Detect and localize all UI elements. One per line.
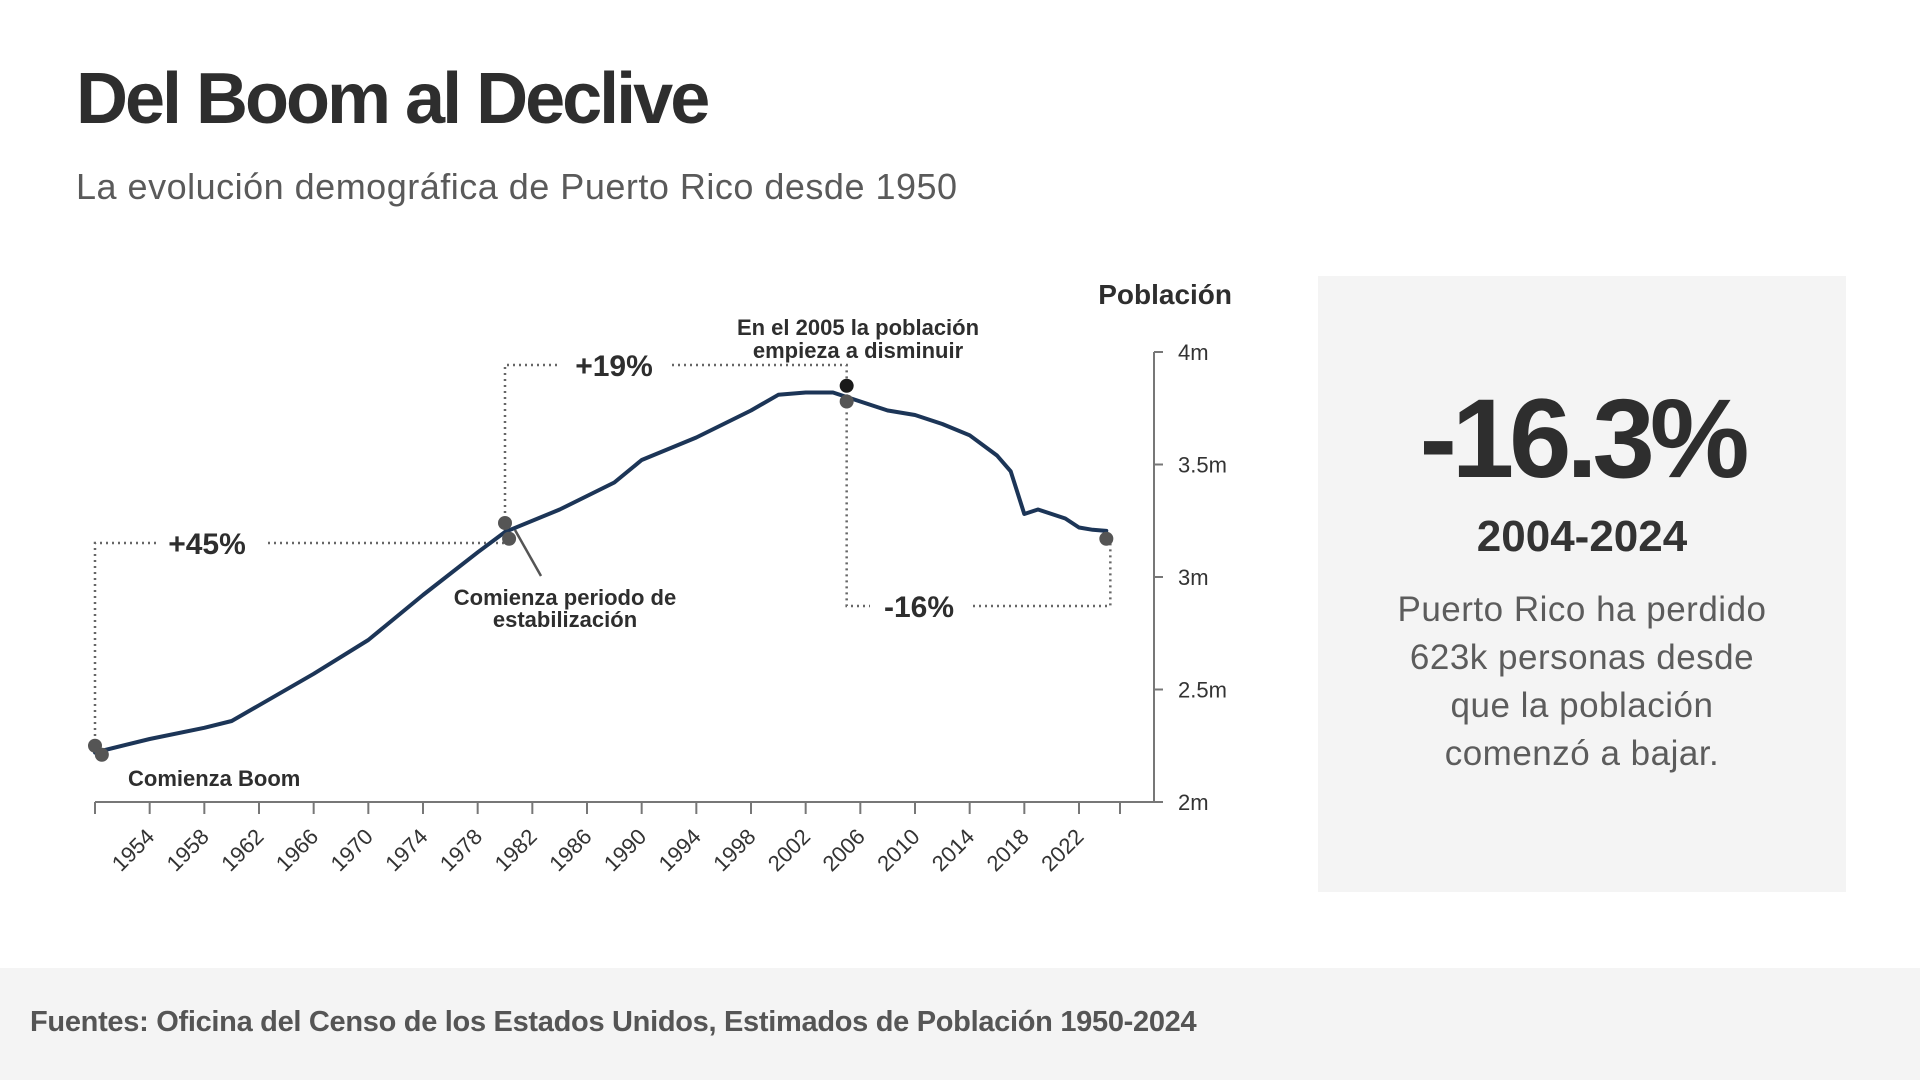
- guide-minus16: [973, 538, 1112, 608]
- data-point: [94, 747, 109, 762]
- y-tick-label: 4m: [1178, 340, 1209, 365]
- y-tick-label: 3m: [1178, 565, 1209, 590]
- callout-description: Puerto Rico ha perdido 623k personas des…: [1397, 590, 1767, 773]
- annotation-stabilization-2: estabilización: [493, 607, 637, 632]
- summary-callout: -16.3% 2004-2024 Puerto Rico ha perdido …: [1318, 276, 1846, 892]
- y-tick-label: 2.5m: [1178, 678, 1227, 703]
- data-point: [839, 378, 854, 393]
- x-tick-label: 1986: [544, 824, 596, 876]
- data-point: [1099, 531, 1114, 546]
- population-chart: Población 2m 2.5m 3m 3.5m 4m 1954 1958 1962 196…: [88, 279, 1232, 876]
- data-point: [498, 516, 512, 530]
- x-tick-label: 1958: [162, 824, 214, 876]
- x-tick-label: 1974: [380, 824, 432, 876]
- x-tick-label: 2006: [818, 824, 870, 876]
- x-tick-label: 1994: [654, 824, 706, 876]
- guide-plus45: [93, 541, 513, 742]
- annotation-stabilization-1: Comienza periodo de: [454, 585, 676, 610]
- y-tick-label: 2m: [1178, 790, 1209, 815]
- data-markers: [88, 378, 1114, 762]
- x-tick-label: 1966: [271, 824, 323, 876]
- y-tick-label: 3.5m: [1178, 453, 1227, 478]
- x-tick-label: 1978: [435, 824, 487, 876]
- x-axis: 1954 1958 1962 1966 1970 1974 1978 1982 1986 1990…: [94, 801, 1154, 876]
- annotation-decline-2: empieza a disminuir: [753, 338, 964, 363]
- x-tick-label: 1962: [216, 824, 268, 876]
- y-axis: Población 2m 2.5m 3m 3.5m 4m: [1098, 279, 1232, 815]
- page-subtitle: La evolución demográfica de Puerto Rico …: [76, 166, 958, 207]
- x-tick-label: 1970: [326, 824, 378, 876]
- x-tick-label: 1982: [490, 824, 542, 876]
- x-tick-label: 1990: [599, 824, 651, 876]
- page-title: Del Boom al Declive: [76, 59, 710, 139]
- annotation-boom: Comienza Boom: [128, 766, 300, 791]
- label-minus16: -16%: [884, 591, 954, 624]
- y-axis-title: Población: [1098, 279, 1232, 310]
- annotation-guides: [93, 363, 1112, 742]
- label-plus45: +45%: [168, 528, 246, 561]
- x-tick-label: 2018: [982, 824, 1034, 876]
- stabilization-pointer: [513, 529, 543, 577]
- source-note: Fuentes: Oficina del Censo de los Estado…: [30, 1006, 1197, 1038]
- label-plus19: +19%: [575, 350, 653, 383]
- x-tick-label: 2002: [763, 824, 815, 876]
- data-point: [839, 394, 854, 409]
- footer: Fuentes: Oficina del Censo de los Estado…: [0, 968, 1920, 1080]
- x-tick-label: 2022: [1036, 824, 1088, 876]
- annotation-decline-1: En el 2005 la población: [737, 315, 979, 340]
- guide-plus19: [503, 363, 870, 608]
- x-tick-label: 1998: [708, 824, 760, 876]
- x-tick-label: 1954: [107, 824, 159, 876]
- x-tick-label: 2010: [872, 824, 924, 876]
- population-line: [93, 390, 1109, 755]
- annotations: +45% +19% -16% Comienza Boom Comienza period…: [128, 315, 979, 791]
- callout-range: 2004-2024: [1476, 512, 1688, 561]
- callout-percentage: -16.3%: [1419, 376, 1750, 501]
- data-point: [502, 531, 517, 546]
- x-tick-label: 2014: [927, 824, 979, 876]
